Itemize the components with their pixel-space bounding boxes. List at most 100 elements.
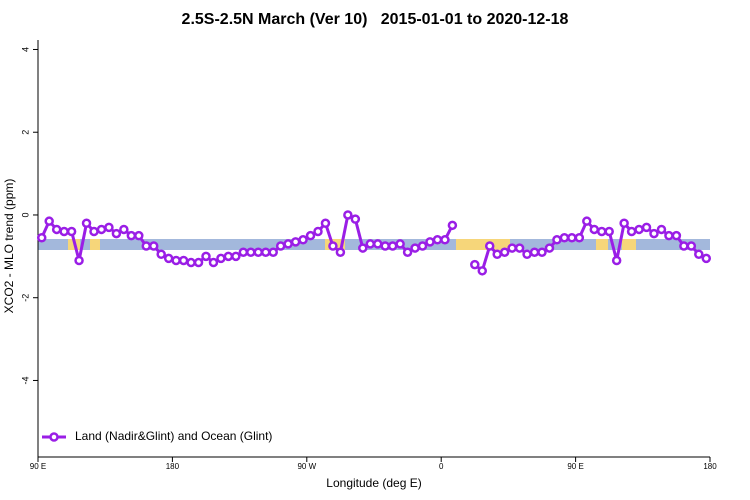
point: [492, 249, 502, 260]
point: [335, 247, 346, 257]
point: [59, 226, 69, 237]
point: [634, 224, 644, 235]
point: [574, 232, 585, 243]
point: [559, 232, 570, 243]
land-band: [596, 239, 608, 250]
point: [656, 224, 667, 235]
point: [134, 230, 144, 241]
point: [440, 235, 450, 245]
point: [328, 241, 338, 251]
point: [298, 235, 308, 245]
point: [141, 241, 152, 251]
point: [44, 216, 54, 226]
point: [537, 247, 547, 257]
point: [447, 220, 458, 231]
point: [260, 247, 271, 257]
y-tick-label: 0: [20, 212, 30, 217]
point: [671, 230, 682, 241]
x-tick-label: 180: [703, 462, 717, 471]
point: [231, 251, 241, 262]
x-tick-label: 90 E: [30, 462, 46, 471]
point: [89, 226, 99, 237]
point: [529, 247, 540, 257]
point: [611, 255, 622, 266]
point: [619, 218, 629, 228]
point: [201, 251, 211, 262]
point: [290, 237, 301, 247]
y-tick-label: 4: [20, 47, 30, 52]
land-band: [90, 239, 100, 250]
point: [81, 218, 92, 228]
y-axis-label: XCO2 - MLO trend (ppm): [2, 179, 16, 314]
point: [686, 241, 697, 251]
point: [119, 224, 129, 235]
x-tick-label: 0: [439, 462, 444, 471]
point: [552, 235, 562, 245]
point: [395, 239, 405, 249]
x-tick-label: 90 E: [567, 462, 583, 471]
point: [417, 241, 428, 251]
point: [104, 222, 114, 233]
point: [186, 257, 196, 268]
point: [425, 237, 435, 247]
point: [96, 224, 107, 235]
point: [126, 230, 137, 241]
point: [387, 241, 398, 251]
point: [410, 243, 420, 253]
point: [246, 247, 256, 257]
point: [582, 216, 592, 226]
chart-title: 2.5S-2.5N March (Ver 10) 2015-01-01 to 2…: [182, 11, 569, 28]
point: [365, 239, 376, 249]
point: [649, 228, 659, 239]
point: [51, 224, 62, 235]
point: [74, 255, 84, 266]
point: [343, 210, 353, 220]
x-tick-label: 180: [166, 462, 180, 471]
y-tick-label: -4: [20, 376, 30, 384]
point: [148, 241, 159, 251]
point: [305, 230, 316, 241]
point: [238, 247, 249, 257]
y-tick-label: 2: [20, 130, 30, 135]
point: [275, 241, 286, 251]
point: [350, 214, 361, 224]
point: [499, 247, 510, 257]
point: [372, 239, 383, 249]
point: [36, 232, 47, 243]
point: [589, 224, 600, 235]
point: [193, 257, 204, 268]
legend-label: Land (Nadir&Glint) and Ocean (Glint): [75, 429, 272, 443]
point: [358, 243, 368, 253]
point: [283, 239, 293, 249]
point: [701, 253, 712, 264]
point: [477, 266, 488, 276]
land-band: [622, 239, 636, 250]
point: [514, 243, 525, 253]
point: [216, 253, 226, 264]
point: [484, 241, 495, 251]
point: [664, 230, 674, 241]
y-tick-label: -2: [20, 294, 30, 302]
point: [268, 247, 278, 257]
x-tick-label: 90 W: [297, 462, 316, 471]
point: [313, 226, 323, 237]
point: [507, 243, 517, 253]
point: [694, 249, 704, 260]
point: [470, 259, 480, 270]
point: [171, 255, 181, 266]
point: [604, 226, 614, 237]
point: [567, 232, 577, 243]
point: [544, 243, 555, 253]
point: [641, 222, 652, 233]
point: [111, 228, 122, 239]
point: [380, 241, 390, 251]
point: [156, 249, 166, 260]
point: [253, 247, 264, 257]
point: [402, 247, 413, 257]
land-band: [456, 239, 510, 250]
point: [432, 235, 443, 245]
point: [626, 226, 637, 237]
point: [178, 255, 189, 266]
point: [223, 251, 234, 262]
x-axis-label: Longitude (deg E): [326, 476, 421, 490]
